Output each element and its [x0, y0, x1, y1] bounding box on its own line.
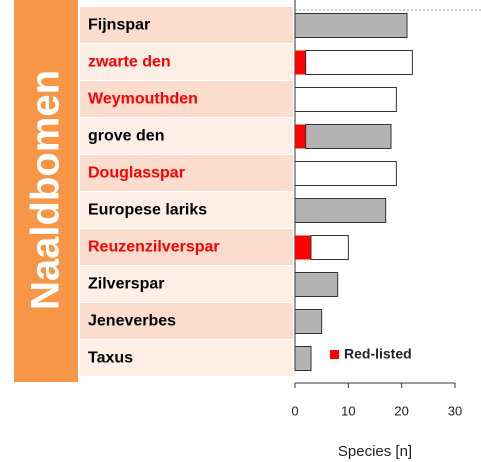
category-label: grove den — [88, 128, 164, 145]
legend-swatch — [330, 350, 339, 359]
row-background — [80, 229, 293, 265]
bar-segment — [295, 50, 306, 75]
row-background — [80, 44, 293, 80]
bar-segment — [295, 124, 306, 149]
category-label: Reuzenzilverspar — [88, 239, 220, 256]
bar-segment — [295, 235, 311, 260]
bar-segment — [294, 309, 323, 334]
bar-segment — [294, 272, 339, 297]
row-background — [80, 7, 293, 43]
row-background — [80, 266, 293, 302]
category-label: Europese lariks — [88, 202, 207, 219]
bar-segment — [310, 235, 349, 260]
bar-segment — [294, 161, 397, 186]
x-axis-label: Species [n] — [338, 443, 412, 460]
group-band — [14, 0, 78, 382]
category-label: zwarte den — [88, 54, 171, 71]
row-background — [80, 340, 293, 376]
bar-segment — [294, 13, 408, 38]
category-label: Douglasspar — [88, 165, 185, 182]
category-label: Jeneverbes — [88, 313, 176, 330]
bar-segment — [294, 87, 397, 112]
bar-segment — [294, 198, 387, 223]
bar-segment — [305, 124, 392, 149]
x-tick-label: 0 — [291, 403, 298, 418]
row-background — [80, 192, 293, 228]
category-label: Taxus — [88, 350, 133, 367]
row-background — [80, 118, 293, 154]
row-background — [80, 81, 293, 117]
category-label: Weymouthden — [88, 91, 198, 108]
group-label: Naaldbomen — [24, 70, 68, 310]
legend-label: Red-listed — [344, 346, 412, 362]
category-label: Zilverspar — [88, 276, 164, 293]
row-background — [80, 303, 293, 339]
row-background — [80, 155, 293, 191]
bar-segment — [305, 50, 413, 75]
category-label: Fijnspar — [88, 17, 150, 34]
bar-segment — [294, 346, 312, 371]
x-tick-label: 30 — [448, 403, 462, 418]
x-tick-label: 10 — [341, 403, 355, 418]
x-tick-label: 20 — [394, 403, 408, 418]
